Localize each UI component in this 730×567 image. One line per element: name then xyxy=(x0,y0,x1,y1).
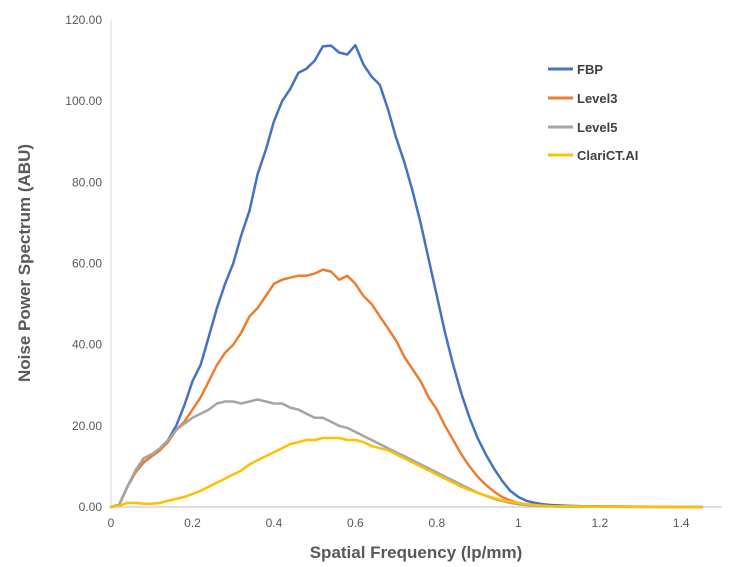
x-tick-label: 0.4 xyxy=(266,516,283,530)
x-tick-label: 1.2 xyxy=(591,516,608,530)
legend-label-clarict: ClariCT.AI xyxy=(577,148,638,163)
series-line-clarict-ai xyxy=(109,436,703,509)
x-tick-labels: 0 0.2 0.4 0.6 0.8 1 1.2 1.4 xyxy=(108,516,690,530)
legend-label-level5: Level5 xyxy=(577,120,617,135)
y-tick-label: 60.00 xyxy=(72,257,102,271)
x-tick-label: 1 xyxy=(515,516,522,530)
legend-label-fbp: FBP xyxy=(577,62,603,77)
x-axis-title: Spatial Frequency (lp/mm) xyxy=(310,543,523,562)
y-tick-label: 40.00 xyxy=(72,338,102,352)
legend-label-level3: Level3 xyxy=(577,91,617,106)
y-tick-label: 80.00 xyxy=(72,175,102,189)
series-line-fbp xyxy=(109,43,703,509)
y-axis-title: Noise Power Spectrum (ABU) xyxy=(15,144,34,382)
x-tick-label: 1.4 xyxy=(673,516,690,530)
x-tick-label: 0.8 xyxy=(429,516,446,530)
y-tick-label: 20.00 xyxy=(72,419,102,433)
series-lines xyxy=(109,43,703,509)
plot-area: 0.00 20.00 40.00 60.00 80.00 100.00 120.00 0 0.… xyxy=(65,13,722,530)
legend: FBP Level3 Level5 ClariCT.AI xyxy=(548,62,638,163)
legend-item-clarict: ClariCT.AI xyxy=(548,148,638,163)
y-tick-label: 100.00 xyxy=(65,94,102,108)
y-tick-label: 0.00 xyxy=(79,500,103,514)
legend-item-fbp: FBP xyxy=(548,62,603,77)
x-tick-label: 0.6 xyxy=(347,516,364,530)
legend-item-level3: Level3 xyxy=(548,91,617,106)
y-tick-labels: 0.00 20.00 40.00 60.00 80.00 100.00 120.00 xyxy=(65,13,102,514)
x-tick-label: 0.2 xyxy=(184,516,201,530)
x-tick-label: 0 xyxy=(108,516,115,530)
legend-item-level5: Level5 xyxy=(548,120,617,135)
y-tick-label: 120.00 xyxy=(65,13,102,27)
